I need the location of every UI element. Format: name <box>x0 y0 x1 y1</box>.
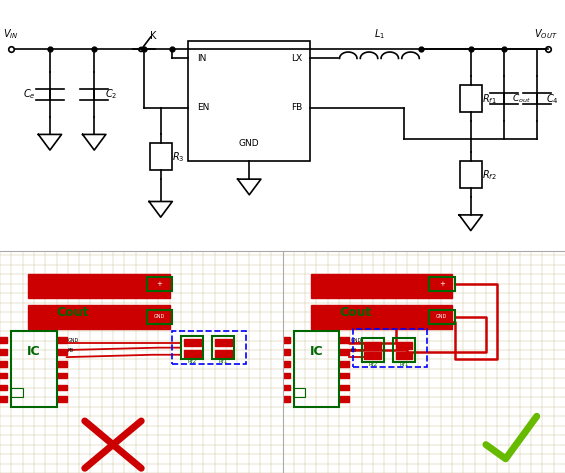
Bar <box>172 331 246 364</box>
Text: GND: GND <box>436 315 447 319</box>
Text: Rf1: Rf1 <box>399 362 408 367</box>
Text: $R_{f2}$: $R_{f2}$ <box>482 168 497 182</box>
Bar <box>280 349 290 355</box>
Bar <box>396 352 412 359</box>
Bar <box>215 339 232 346</box>
Bar <box>364 342 381 349</box>
Bar <box>280 385 290 390</box>
Text: GND: GND <box>68 338 79 343</box>
Text: $V_{IN}$: $V_{IN}$ <box>3 26 19 41</box>
Bar <box>280 396 290 402</box>
Bar <box>0 385 7 390</box>
Bar <box>184 339 201 346</box>
Bar <box>429 277 455 291</box>
Bar <box>339 373 349 378</box>
Bar <box>56 385 67 390</box>
Bar <box>280 373 290 378</box>
Bar <box>339 396 349 402</box>
Text: $C_4$: $C_4$ <box>546 92 558 105</box>
Text: IN: IN <box>197 54 206 63</box>
Text: GND: GND <box>350 338 362 343</box>
Text: Cout: Cout <box>56 306 89 319</box>
Bar <box>147 277 172 291</box>
Bar <box>28 305 170 329</box>
Bar <box>11 331 56 407</box>
Bar <box>56 373 67 378</box>
Bar <box>0 396 7 402</box>
Bar <box>0 373 7 378</box>
Bar <box>215 350 232 357</box>
Bar <box>56 361 67 367</box>
Bar <box>147 310 172 324</box>
Text: IC: IC <box>310 345 323 358</box>
Bar <box>184 350 201 357</box>
Text: $R_{f1}$: $R_{f1}$ <box>482 92 497 105</box>
Bar <box>393 338 415 362</box>
Bar <box>294 331 339 407</box>
Text: EN: EN <box>197 103 209 112</box>
Text: +: + <box>157 281 162 287</box>
Text: Rf1: Rf1 <box>219 359 228 364</box>
Bar <box>150 143 172 170</box>
Text: Rf2: Rf2 <box>368 362 377 367</box>
Bar <box>0 361 7 367</box>
Text: $R_3$: $R_3$ <box>172 150 184 164</box>
Text: $L_1$: $L_1$ <box>374 26 385 41</box>
Text: FB: FB <box>290 103 302 112</box>
Text: K: K <box>150 30 156 41</box>
Bar <box>28 274 170 298</box>
Bar <box>0 349 7 355</box>
Text: $C_{out}$: $C_{out}$ <box>512 92 531 105</box>
Text: +: + <box>439 281 445 287</box>
Bar <box>339 385 349 390</box>
Text: $V_{OUT}$: $V_{OUT}$ <box>534 26 557 41</box>
Bar <box>181 336 203 359</box>
Bar <box>460 161 482 188</box>
Bar <box>353 329 427 367</box>
Bar <box>280 361 290 367</box>
Text: Rf2: Rf2 <box>188 359 197 364</box>
Text: FB: FB <box>350 348 357 352</box>
Bar <box>311 274 452 298</box>
Text: FB: FB <box>68 348 74 352</box>
Text: IC: IC <box>27 345 41 358</box>
Text: LX: LX <box>291 54 302 63</box>
Bar <box>56 349 67 355</box>
Bar <box>56 337 67 343</box>
Bar <box>11 388 23 397</box>
Bar <box>339 349 349 355</box>
Text: $C_2$: $C_2$ <box>105 88 118 101</box>
Text: Cout: Cout <box>339 306 371 319</box>
Bar <box>339 361 349 367</box>
Bar <box>429 310 455 324</box>
Bar <box>56 396 67 402</box>
Bar <box>339 337 349 343</box>
Bar <box>311 305 452 329</box>
Bar <box>212 336 234 359</box>
Bar <box>396 342 412 349</box>
Bar <box>362 338 384 362</box>
Bar <box>294 388 305 397</box>
Bar <box>0 337 7 343</box>
Bar <box>460 85 482 112</box>
Bar <box>364 352 381 359</box>
Text: $C_e$: $C_e$ <box>23 88 36 101</box>
Bar <box>280 337 290 343</box>
Text: GND: GND <box>154 315 165 319</box>
Text: GND: GND <box>239 139 259 148</box>
Bar <box>188 41 310 161</box>
